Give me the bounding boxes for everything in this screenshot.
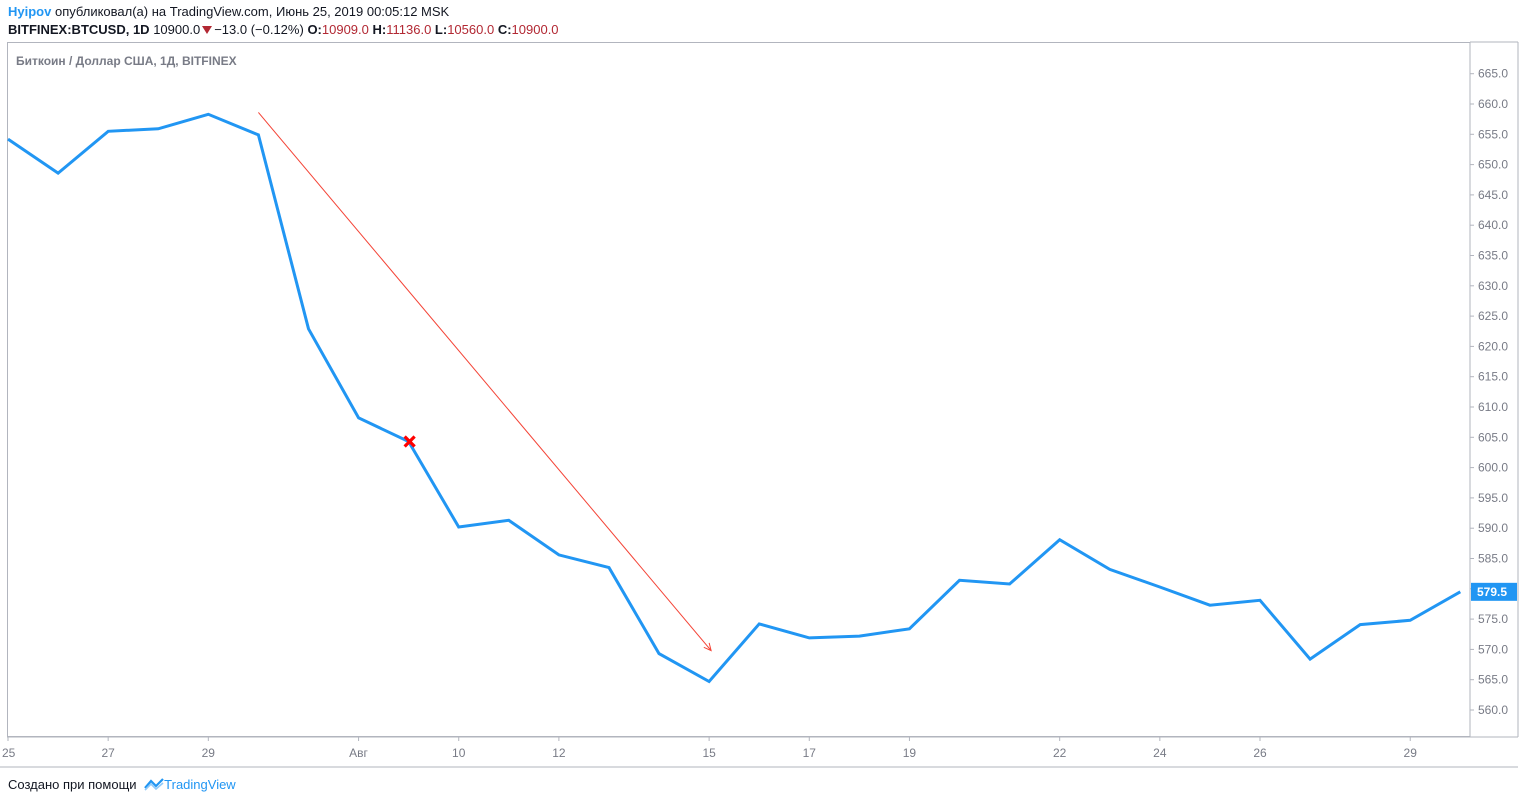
time-tick-label: 10 (452, 746, 466, 760)
current-price: 10900.0 (153, 22, 201, 37)
footer-text: Создано при помощи (8, 777, 137, 792)
last-price-value: 579.5 (1477, 585, 1507, 599)
price-tick-label: 665.0 (1478, 67, 1508, 81)
price-tick-label: 585.0 (1478, 552, 1508, 566)
price-series (7, 112, 1462, 684)
symbol-info: BITFINEX:BTCUSD, 1D 10900.0 −13.0 (−0.12%… (8, 22, 559, 37)
time-tick-label: Авг (349, 746, 368, 760)
footer: Создано при помощи TradingView (8, 777, 236, 792)
time-tick-label: 29 (202, 746, 216, 760)
cross-marker-icon[interactable] (403, 435, 416, 448)
price-tick-label: 595.0 (1478, 491, 1508, 505)
footer-brand[interactable]: TradingView (164, 777, 236, 792)
price-tick-label: 605.0 (1478, 430, 1508, 444)
time-tick-label: 17 (803, 746, 817, 760)
time-tick-label: 26 (1253, 746, 1267, 760)
author-name[interactable]: Hyipov (8, 4, 52, 19)
high-value: 11136.0 (386, 22, 432, 37)
chart-legend: Биткоин / Доллар США, 1Д, BITFINEX (16, 54, 237, 68)
low-label: L: (434, 22, 448, 37)
down-triangle-icon (202, 26, 213, 34)
tradingview-logo-icon (144, 778, 164, 791)
price-tick-label: 610.0 (1478, 400, 1508, 414)
close-value: 10900.0 (511, 22, 559, 37)
annotations (258, 112, 712, 652)
arrow-head-icon (703, 642, 712, 652)
time-tick-label: 15 (702, 746, 716, 760)
price-tick-label: 655.0 (1478, 127, 1508, 141)
last-price-label: 579.5 (1471, 582, 1517, 601)
time-tick-label: 27 (101, 746, 115, 760)
high-label: H: (372, 22, 387, 37)
time-tick-label: 12 (552, 746, 566, 760)
price-tick-label: 590.0 (1478, 521, 1508, 535)
symbol-name: BITFINEX:BTCUSD, 1D (8, 22, 150, 37)
price-change: −13.0 (−0.12%) (214, 22, 304, 37)
price-tick-label: 565.0 (1478, 673, 1508, 687)
time-tick-label: 19 (903, 746, 917, 760)
time-tick-label: 29 (1404, 746, 1418, 760)
price-line[interactable] (7, 112, 1462, 684)
price-tick-label: 650.0 (1478, 158, 1508, 172)
price-tick-label: 615.0 (1478, 370, 1508, 384)
price-tick-label: 620.0 (1478, 339, 1508, 353)
price-tick-label: 560.0 (1478, 703, 1508, 717)
time-tick-label: 22 (1053, 746, 1067, 760)
time-tick-label: 25 (2, 746, 16, 760)
price-tick-label: 640.0 (1478, 218, 1508, 232)
publish-info: Hyipov опубликовал(а) на TradingView.com… (8, 4, 449, 19)
price-tick-label: 660.0 (1478, 97, 1508, 111)
time-tick-label: 24 (1153, 746, 1167, 760)
price-tick-label: 645.0 (1478, 188, 1508, 202)
time-axis[interactable]: 25 27 29 Авг 10 12 15 17 19 22 24 26 29 (0, 736, 1518, 768)
price-tick-label: 575.0 (1478, 612, 1508, 626)
last-price-badge (1471, 582, 1517, 601)
low-value: 10560.0 (447, 22, 495, 37)
price-tick-label: 570.0 (1478, 642, 1508, 656)
open-label: O: (307, 22, 322, 37)
price-axis[interactable]: 665.0 660.0 655.0 650.0 645.0 640.0 635.0 630.0… (1469, 41, 1519, 738)
trend-arrow[interactable] (258, 112, 712, 651)
open-value: 10909.0 (321, 22, 369, 37)
price-tick-label: 635.0 (1478, 249, 1508, 263)
publish-text: опубликовал(а) на TradingView.com, Июнь … (54, 4, 450, 19)
price-tick-label: 630.0 (1478, 279, 1508, 293)
price-tick-label: 600.0 (1478, 461, 1508, 475)
close-label: C: (497, 22, 512, 37)
price-tick-label: 625.0 (1478, 309, 1508, 323)
